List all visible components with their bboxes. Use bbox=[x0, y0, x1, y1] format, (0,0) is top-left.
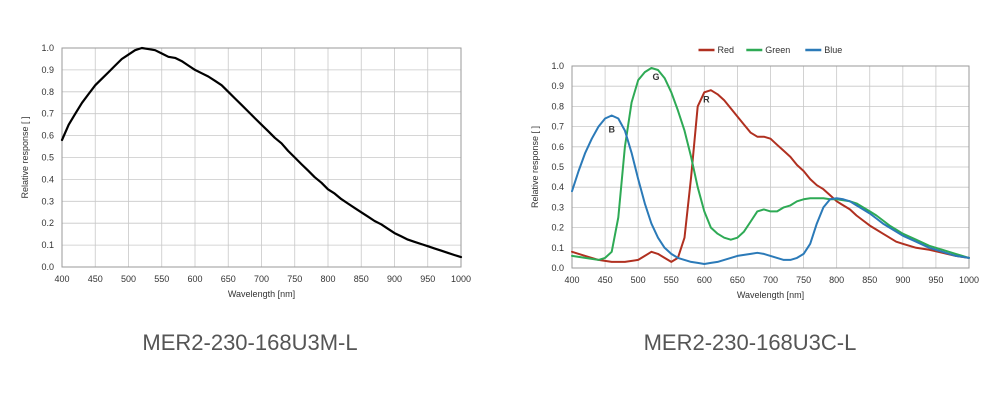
y-tick-label: 0.1 bbox=[41, 240, 54, 250]
series-line-green bbox=[571, 67, 970, 261]
color-camera-caption: MER2-230-168U3C-L bbox=[643, 330, 857, 355]
series-line-response bbox=[60, 46, 463, 259]
y-tick-label: 0.8 bbox=[41, 87, 54, 97]
x-axis-label: Wavelength [nm] bbox=[737, 290, 804, 300]
x-tick-label: 900 bbox=[387, 274, 402, 284]
y-tick-label: 1.0 bbox=[41, 43, 54, 53]
curve-annotation: G bbox=[653, 72, 660, 82]
y-tick-label: 0.0 bbox=[551, 263, 564, 273]
x-tick-label: 500 bbox=[631, 275, 646, 285]
x-tick-label: 700 bbox=[254, 274, 269, 284]
x-tick-label: 500 bbox=[121, 274, 136, 284]
x-tick-label: 1000 bbox=[959, 275, 979, 285]
plot-frame bbox=[571, 65, 970, 269]
y-tick-label: 0.2 bbox=[41, 218, 54, 228]
x-tick-label: 950 bbox=[928, 275, 943, 285]
x-tick-label: 550 bbox=[664, 275, 679, 285]
y-tick-label: 0.3 bbox=[41, 196, 54, 206]
y-tick-label: 0.6 bbox=[551, 142, 564, 152]
y-tick-label: 0.2 bbox=[551, 223, 564, 233]
y-tick-label: 0.0 bbox=[41, 262, 54, 272]
x-tick-label: 700 bbox=[763, 275, 778, 285]
x-tick-label: 650 bbox=[730, 275, 745, 285]
x-tick-label: 600 bbox=[187, 274, 202, 284]
color-response-chart: 400 450 500 550 600 650 700 750 800 850 900 950 1000… bbox=[530, 45, 979, 300]
legend-label: Green bbox=[765, 45, 790, 55]
x-tick-label: 450 bbox=[598, 275, 613, 285]
x-tick-label: 650 bbox=[221, 274, 236, 284]
y-tick-label: 0.8 bbox=[551, 101, 564, 111]
y-tick-label: 0.9 bbox=[551, 81, 564, 91]
grid bbox=[61, 47, 462, 268]
x-tick-label: 750 bbox=[287, 274, 302, 284]
x-tick-label: 800 bbox=[320, 274, 335, 284]
y-tick-label: 0.3 bbox=[551, 202, 564, 212]
y-tick-label: 0.7 bbox=[41, 109, 54, 119]
curve-annotation: R bbox=[703, 94, 710, 104]
y-tick-label: 0.9 bbox=[41, 65, 54, 75]
x-tick-label: 450 bbox=[88, 274, 103, 284]
x-tick-label: 550 bbox=[154, 274, 169, 284]
y-tick-label: 0.4 bbox=[551, 182, 564, 192]
legend: Red Green Blue bbox=[698, 45, 842, 55]
x-tick-label: 950 bbox=[420, 274, 435, 284]
y-tick-label: 0.6 bbox=[41, 131, 54, 141]
x-tick-label: 750 bbox=[796, 275, 811, 285]
x-tick-label: 850 bbox=[354, 274, 369, 284]
y-axis-label: Relative response [ ] bbox=[20, 116, 30, 198]
y-axis-label: Relative response [ ] bbox=[530, 126, 540, 208]
x-tick-label: 400 bbox=[564, 275, 579, 285]
x-axis-label: Wavelength [nm] bbox=[228, 289, 295, 299]
series-line-red bbox=[571, 89, 970, 263]
curve-annotation: B bbox=[608, 125, 615, 135]
x-tick-label: 800 bbox=[829, 275, 844, 285]
x-tick-label: 600 bbox=[697, 275, 712, 285]
y-tick-label: 0.1 bbox=[551, 243, 564, 253]
x-tick-label: 1000 bbox=[451, 274, 471, 284]
x-tick-label: 900 bbox=[895, 275, 910, 285]
plot-frame bbox=[61, 47, 462, 268]
legend-label: Blue bbox=[824, 45, 842, 55]
mono-response-chart: 400 450 500 550 600 650 700 750 800 850 900 950 1000… bbox=[20, 43, 471, 299]
mono-camera-caption: MER2-230-168U3M-L bbox=[142, 330, 358, 355]
y-tick-label: 0.7 bbox=[551, 122, 564, 132]
y-tick-label: 0.5 bbox=[551, 162, 564, 172]
legend-label: Red bbox=[718, 45, 735, 55]
x-tick-label: 400 bbox=[54, 274, 69, 284]
y-tick-label: 1.0 bbox=[551, 61, 564, 71]
series-line-blue bbox=[571, 114, 970, 265]
x-tick-label: 850 bbox=[862, 275, 877, 285]
y-tick-label: 0.5 bbox=[41, 153, 54, 163]
y-tick-label: 0.4 bbox=[41, 174, 54, 184]
